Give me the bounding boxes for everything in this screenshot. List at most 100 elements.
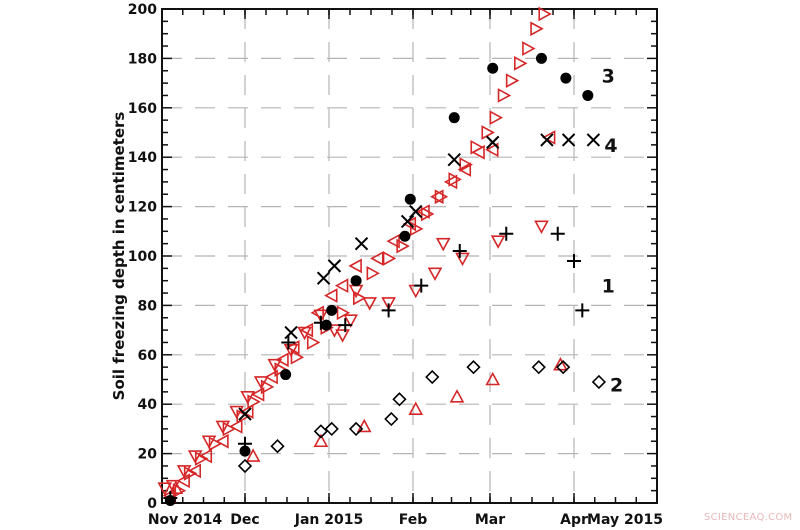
triangle-right-marker xyxy=(208,436,223,452)
x-tick-label: Jan 2015 xyxy=(294,512,363,528)
triangle-right-marker xyxy=(420,206,435,222)
triangle-up-marker xyxy=(485,371,501,386)
y-tick-label: 80 xyxy=(138,298,158,314)
triangle-right-marker xyxy=(434,189,449,205)
triangle-left-marker xyxy=(430,189,444,205)
triangle-right-marker xyxy=(538,6,552,22)
triangle-down-marker xyxy=(435,237,451,252)
y-tick-label: 200 xyxy=(128,2,157,18)
x-tick-label: Feb xyxy=(399,512,428,528)
x-marker xyxy=(400,214,415,229)
y-axis-title: Soil freezing depth in centimeters xyxy=(110,112,128,401)
triangle-right-marker xyxy=(290,349,305,365)
y-tick-label: 140 xyxy=(128,150,157,166)
series-labels: 3 4 1 2 xyxy=(602,66,624,397)
diamond-marker xyxy=(384,411,399,427)
y-tick-label: 100 xyxy=(128,249,157,265)
triangle-down-marker xyxy=(201,435,217,449)
plus-marker xyxy=(499,226,514,241)
y-axis-ticks: 0 20 40 60 80 100 120 140 160 180 200 xyxy=(128,2,657,512)
triangle-right-marker xyxy=(470,139,484,155)
x-marker xyxy=(486,135,500,150)
triangle-left-marker xyxy=(286,340,300,355)
diamond-marker xyxy=(556,360,571,375)
triangle-down-marker xyxy=(490,235,506,249)
plus-marker xyxy=(575,303,590,318)
triangle-right-marker xyxy=(514,55,528,71)
triangle-up-marker xyxy=(449,389,465,403)
series-label-3: 3 xyxy=(602,66,615,88)
x-tick-label: Mar xyxy=(475,512,505,528)
triangle-right-marker xyxy=(448,172,462,187)
triangle-left-marker xyxy=(485,142,499,158)
triangle-right-marker xyxy=(353,290,367,306)
triangle-up-marker xyxy=(245,448,261,462)
triangle-left-marker xyxy=(541,130,556,145)
x-marker xyxy=(586,133,601,147)
triangle-down-marker xyxy=(362,297,377,311)
x-marker xyxy=(561,133,576,147)
triangle-left-marker xyxy=(457,162,472,177)
series-label-1: 1 xyxy=(602,276,615,298)
series-label-2: 2 xyxy=(610,374,623,396)
watermark: SCIENCEAQ.COM xyxy=(704,512,793,523)
diamond-marker xyxy=(425,369,440,385)
diamond-marker xyxy=(348,421,364,437)
y-tick-label: 20 xyxy=(138,447,158,463)
series-label-4: 4 xyxy=(604,135,617,157)
triangle-right-marker xyxy=(396,238,410,254)
triangle-left-marker xyxy=(334,278,349,293)
plus-marker xyxy=(338,318,353,333)
circle-marker xyxy=(535,52,547,64)
x-marker xyxy=(409,204,423,219)
x-marker xyxy=(327,259,342,273)
triangle-left-marker xyxy=(215,433,229,449)
triangle-left-marker xyxy=(299,322,314,338)
circle-marker xyxy=(164,495,176,507)
triangle-right-marker xyxy=(409,221,424,237)
circle-marker xyxy=(350,275,362,287)
circle-marker xyxy=(487,62,499,74)
x-marker xyxy=(316,271,331,285)
triangle-left-marker xyxy=(275,352,289,368)
circle-marker xyxy=(399,230,411,242)
plus-marker xyxy=(414,278,429,293)
triangle-right-marker xyxy=(382,251,397,266)
triangle-left-marker xyxy=(229,419,243,434)
y-tick-label: 120 xyxy=(128,200,157,216)
diamond-marker xyxy=(313,424,329,439)
circle-marker xyxy=(404,193,416,205)
x-tick-label: Dec xyxy=(230,512,259,528)
triangle-right-marker xyxy=(522,41,536,56)
triangle-left-marker xyxy=(310,305,324,321)
triangle-right-marker xyxy=(247,394,261,410)
x-marker xyxy=(354,236,369,251)
triangle-left-marker xyxy=(348,258,362,274)
circle-marker xyxy=(560,72,572,84)
triangle-right-marker xyxy=(489,110,504,126)
plus-marker xyxy=(567,253,581,268)
triangle-down-marker xyxy=(176,465,192,479)
triangle-right-marker xyxy=(497,88,512,103)
triangle-right-marker xyxy=(236,409,250,424)
diamond-marker xyxy=(237,458,253,474)
data-points xyxy=(157,6,607,507)
triangle-up-marker xyxy=(356,418,372,433)
triangle-right-marker xyxy=(336,305,351,321)
triangle-down-marker xyxy=(343,314,359,328)
circle-marker xyxy=(320,319,332,331)
triangle-left-marker xyxy=(402,216,417,232)
x-marker xyxy=(284,325,298,340)
triangle-down-marker xyxy=(427,267,443,281)
triangle-right-marker xyxy=(260,379,275,395)
circle-marker xyxy=(448,112,460,124)
triangle-up-marker xyxy=(313,433,329,448)
triangle-right-marker xyxy=(505,73,520,88)
circle-marker xyxy=(326,304,338,316)
plus-marker xyxy=(381,303,396,318)
diamond-marker xyxy=(392,392,407,407)
x-marker xyxy=(238,407,252,421)
x-tick-label: May 2015 xyxy=(587,512,663,528)
triangle-down-marker xyxy=(187,450,203,464)
